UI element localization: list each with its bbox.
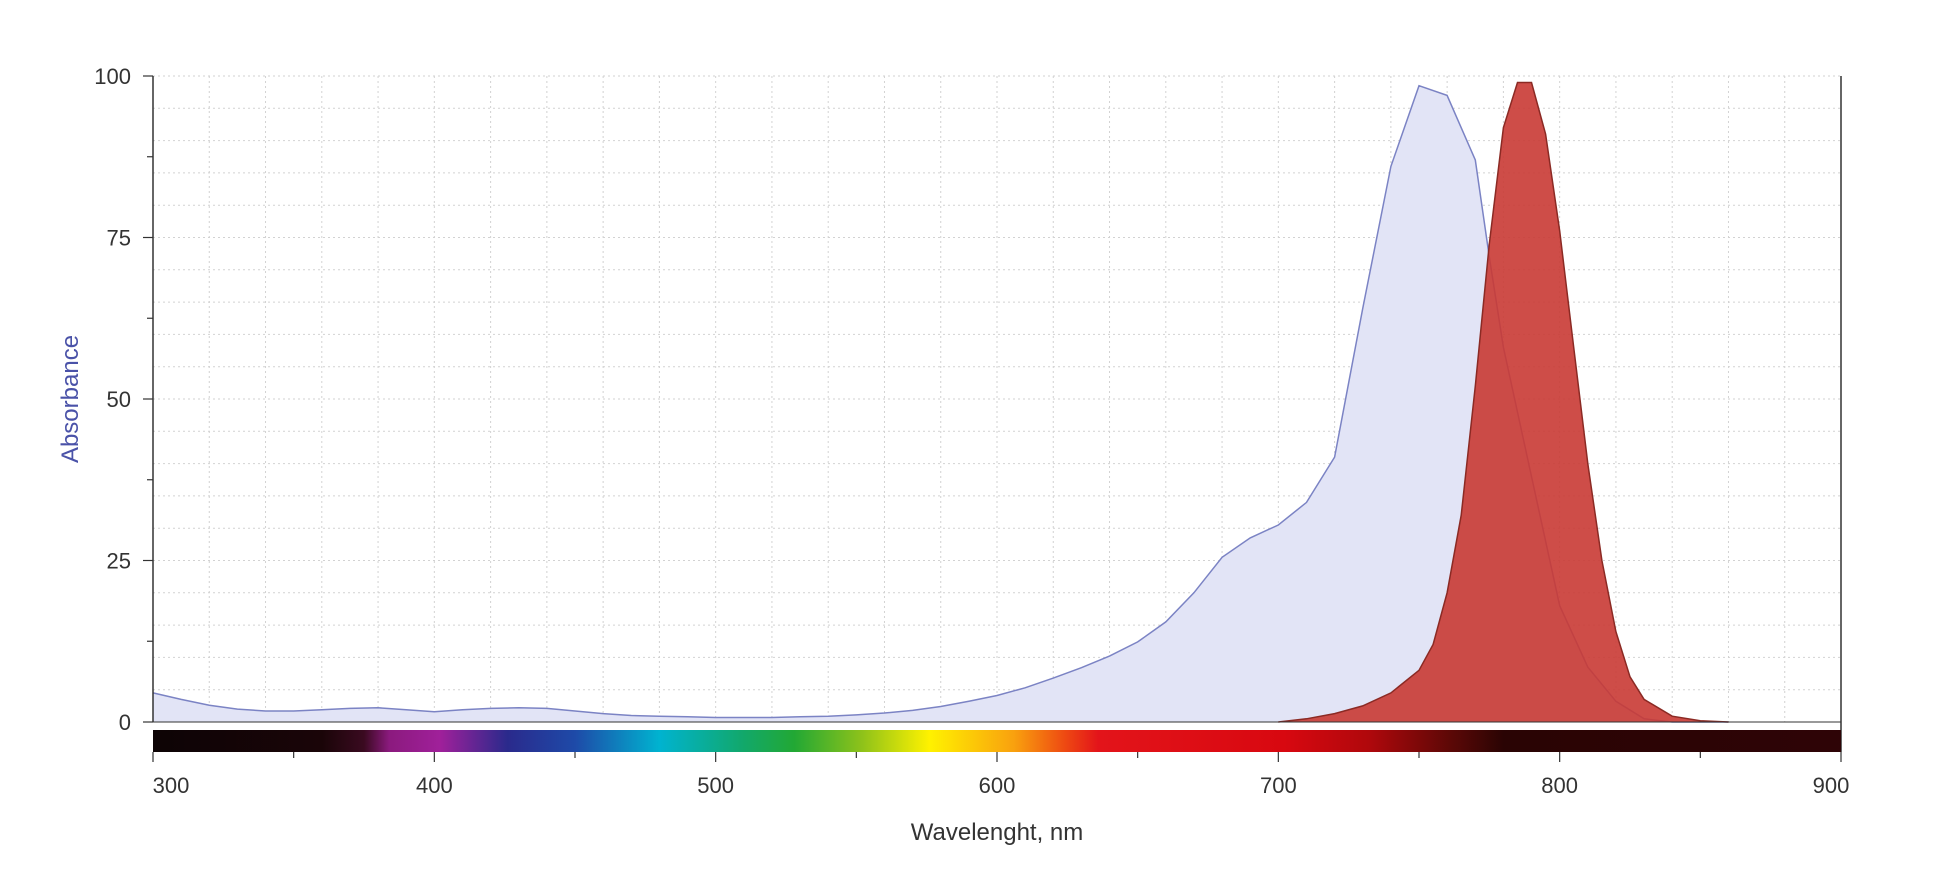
series-line-2 <box>1278 81 1729 723</box>
x-tick-label: 400 <box>416 773 453 798</box>
x-axis-label: Wavelenght, nm <box>911 819 1084 846</box>
x-tick-label: 900 <box>1813 773 1850 798</box>
x-tick-label: 600 <box>979 773 1016 798</box>
series-line-1 <box>152 84 1729 723</box>
x-tick-label: 700 <box>1260 773 1297 798</box>
y-tick-label: 0 <box>119 710 131 735</box>
x-tick-label: 300 <box>153 773 190 798</box>
plot-area <box>152 81 1729 723</box>
y-tick-label: 50 <box>107 387 131 412</box>
color-spectrum-bar <box>153 730 1841 752</box>
y-tick-label: 25 <box>107 549 131 574</box>
series-area-2 <box>1278 82 1729 722</box>
x-tick-label: 800 <box>1541 773 1578 798</box>
y-tick-label: 75 <box>107 226 131 251</box>
ticks: 0 25 50 75 100 300 400 500 600 700 800 900 <box>94 64 1849 798</box>
series-area-1 <box>153 85 1729 722</box>
y-axis-label: Absorbance <box>57 335 84 463</box>
y-tick-label: 100 <box>94 64 131 89</box>
x-tick-label: 500 <box>697 773 734 798</box>
